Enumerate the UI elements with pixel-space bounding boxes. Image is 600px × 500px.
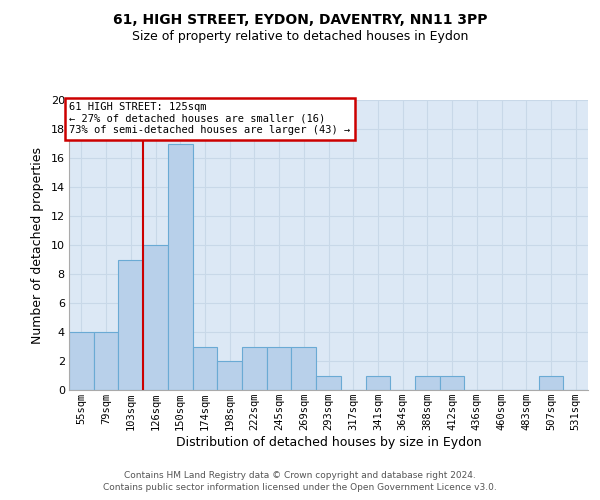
Bar xyxy=(118,260,143,390)
Bar xyxy=(365,376,390,390)
Text: Distribution of detached houses by size in Eydon: Distribution of detached houses by size … xyxy=(176,436,482,449)
Text: Size of property relative to detached houses in Eydon: Size of property relative to detached ho… xyxy=(132,30,468,43)
Bar xyxy=(316,376,341,390)
Bar xyxy=(217,361,242,390)
Bar xyxy=(193,346,217,390)
Y-axis label: Number of detached properties: Number of detached properties xyxy=(31,146,44,344)
Text: Contains HM Land Registry data © Crown copyright and database right 2024.: Contains HM Land Registry data © Crown c… xyxy=(124,472,476,480)
Bar xyxy=(69,332,94,390)
Text: 61 HIGH STREET: 125sqm
← 27% of detached houses are smaller (16)
73% of semi-det: 61 HIGH STREET: 125sqm ← 27% of detached… xyxy=(69,102,350,136)
Bar xyxy=(267,346,292,390)
Bar xyxy=(242,346,267,390)
Bar xyxy=(168,144,193,390)
Bar xyxy=(94,332,118,390)
Bar xyxy=(440,376,464,390)
Bar xyxy=(292,346,316,390)
Bar xyxy=(415,376,440,390)
Text: 61, HIGH STREET, EYDON, DAVENTRY, NN11 3PP: 61, HIGH STREET, EYDON, DAVENTRY, NN11 3… xyxy=(113,12,487,26)
Text: Contains public sector information licensed under the Open Government Licence v3: Contains public sector information licen… xyxy=(103,483,497,492)
Bar xyxy=(143,245,168,390)
Bar xyxy=(539,376,563,390)
